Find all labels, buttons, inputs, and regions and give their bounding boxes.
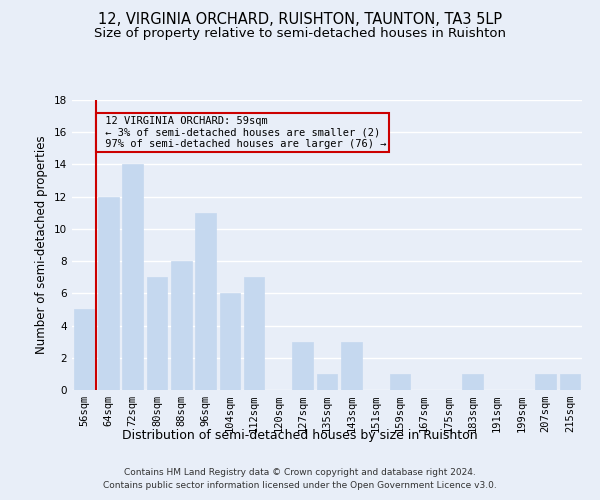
- Bar: [74, 310, 94, 390]
- Y-axis label: Number of semi-detached properties: Number of semi-detached properties: [35, 136, 49, 354]
- Text: Distribution of semi-detached houses by size in Ruishton: Distribution of semi-detached houses by …: [122, 428, 478, 442]
- Bar: [535, 374, 556, 390]
- Text: 12, VIRGINIA ORCHARD, RUISHTON, TAUNTON, TA3 5LP: 12, VIRGINIA ORCHARD, RUISHTON, TAUNTON,…: [98, 12, 502, 28]
- Bar: [317, 374, 337, 390]
- Bar: [463, 374, 483, 390]
- Bar: [244, 277, 265, 390]
- Text: Size of property relative to semi-detached houses in Ruishton: Size of property relative to semi-detach…: [94, 28, 506, 40]
- Bar: [171, 261, 191, 390]
- Bar: [560, 374, 580, 390]
- Bar: [98, 196, 119, 390]
- Text: 12 VIRGINIA ORCHARD: 59sqm
 ← 3% of semi-detached houses are smaller (2)
 97% of: 12 VIRGINIA ORCHARD: 59sqm ← 3% of semi-…: [99, 116, 386, 150]
- Bar: [146, 277, 167, 390]
- Text: Contains public sector information licensed under the Open Government Licence v3: Contains public sector information licen…: [103, 482, 497, 490]
- Text: Contains HM Land Registry data © Crown copyright and database right 2024.: Contains HM Land Registry data © Crown c…: [124, 468, 476, 477]
- Bar: [389, 374, 410, 390]
- Bar: [292, 342, 313, 390]
- Bar: [220, 294, 240, 390]
- Bar: [195, 213, 216, 390]
- Bar: [122, 164, 143, 390]
- Bar: [341, 342, 362, 390]
